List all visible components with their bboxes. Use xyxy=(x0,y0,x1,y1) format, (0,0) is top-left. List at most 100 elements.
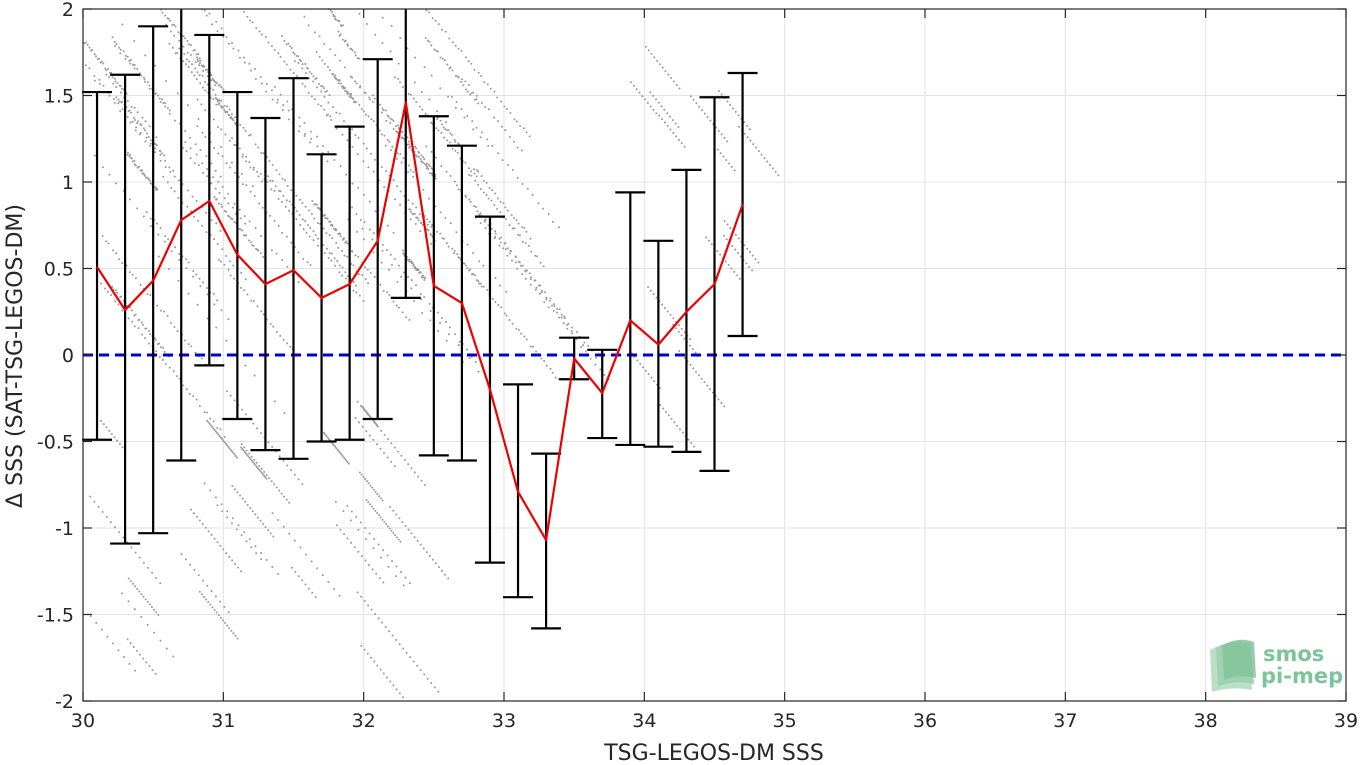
scatter-point xyxy=(356,400,359,403)
scatter-point xyxy=(382,581,385,584)
scatter-point xyxy=(128,271,131,274)
scatter-point xyxy=(248,62,251,65)
scatter-point xyxy=(429,319,432,322)
scatter-point xyxy=(129,580,132,583)
scatter-point xyxy=(412,660,415,663)
scatter-point xyxy=(142,595,145,598)
scatter-point xyxy=(239,123,242,126)
scatter-point xyxy=(213,428,216,431)
scatter-point xyxy=(661,66,664,69)
scatter-point xyxy=(444,216,447,219)
scatter-point xyxy=(746,124,749,127)
scatter-point xyxy=(226,105,229,108)
scatter-point xyxy=(468,174,471,177)
scatter-point xyxy=(351,49,354,52)
scatter-point xyxy=(496,207,499,210)
tick-labels: 30 31 32 33 34 35 36 37 38 39-2-1.5-1-0.500.511.5… xyxy=(37,0,1358,732)
scatter-point xyxy=(251,21,254,24)
scatter-point xyxy=(434,19,437,22)
scatter-point xyxy=(369,98,372,101)
scatter-point xyxy=(357,255,360,258)
scatter-point xyxy=(342,456,345,459)
scatter-point xyxy=(223,109,226,112)
scatter-point xyxy=(466,348,469,351)
scatter-point xyxy=(445,339,448,342)
scatter-point xyxy=(143,129,146,132)
scatter-point xyxy=(647,373,650,376)
scatter-point xyxy=(173,175,176,178)
scatter-point xyxy=(423,66,426,69)
scatter-point xyxy=(400,454,403,457)
scatter-point xyxy=(221,619,224,622)
scatter-point xyxy=(295,194,298,197)
scatter-point xyxy=(233,221,236,224)
scatter-point xyxy=(360,473,363,476)
scatter-point xyxy=(416,539,419,542)
y-axis-label: Δ SSS (SAT-TSG-LEGOS-DM) xyxy=(3,204,28,508)
scatter-point xyxy=(446,63,449,66)
scatter-point xyxy=(154,672,157,675)
scatter-point xyxy=(384,144,387,147)
scatter-point xyxy=(341,274,344,277)
scatter-point xyxy=(406,47,409,50)
scatter-point xyxy=(338,34,341,37)
scatter-point xyxy=(312,75,315,78)
scatter-point xyxy=(196,219,199,222)
scatter-point xyxy=(119,91,122,94)
scatter-point xyxy=(671,119,674,122)
scatter-point xyxy=(369,503,372,506)
scatter-point xyxy=(415,100,418,103)
scatter-point xyxy=(477,183,480,186)
scatter-point xyxy=(386,224,389,227)
scatter-point xyxy=(306,261,309,264)
scatter-point xyxy=(703,112,706,115)
scatter-point xyxy=(249,458,252,461)
scatter-point xyxy=(255,461,258,464)
scatter-point xyxy=(139,653,142,656)
scatter-point xyxy=(207,601,210,604)
scatter-point xyxy=(219,436,222,439)
scatter-point xyxy=(415,284,418,287)
scatter-point xyxy=(426,223,429,226)
scatter-point xyxy=(672,80,675,83)
scatter-point xyxy=(371,568,374,571)
scatter-point xyxy=(381,107,384,110)
scatter-point xyxy=(273,85,276,88)
scatter-point xyxy=(466,115,469,118)
scatter-point xyxy=(466,243,469,246)
scatter-point xyxy=(410,287,413,290)
scatter-point xyxy=(218,83,221,86)
scatter-point xyxy=(717,398,720,401)
scatter-point xyxy=(343,66,346,69)
scatter-point xyxy=(390,148,393,151)
scatter-point xyxy=(147,329,150,332)
scatter-point xyxy=(694,351,697,354)
scatter-point xyxy=(367,115,370,118)
scatter-point xyxy=(255,552,258,555)
scatter-point xyxy=(404,524,407,527)
scatter-point xyxy=(599,368,602,371)
scatter-point xyxy=(350,510,353,513)
scatter-point xyxy=(410,532,413,535)
scatter-point xyxy=(241,447,244,450)
scatter-point xyxy=(175,375,178,378)
scatter-point xyxy=(468,269,471,272)
scatter-point xyxy=(228,114,231,117)
scatter-point xyxy=(130,309,133,312)
scatter-point xyxy=(443,237,446,240)
scatter-point xyxy=(710,243,713,246)
scatter-point xyxy=(439,232,442,235)
scatter-point xyxy=(472,91,475,94)
scatter-point xyxy=(144,120,147,123)
scatter-point xyxy=(189,508,192,511)
scatter-point xyxy=(690,442,693,445)
scatter-point xyxy=(523,335,526,338)
scatter-point xyxy=(314,595,317,598)
scatter-point xyxy=(513,118,516,121)
scatter-point xyxy=(389,253,392,256)
scatter-point xyxy=(212,292,215,295)
scatter-point xyxy=(316,135,319,138)
scatter-point xyxy=(232,264,235,267)
scatter-point xyxy=(210,219,213,222)
scatter-point xyxy=(557,378,560,381)
